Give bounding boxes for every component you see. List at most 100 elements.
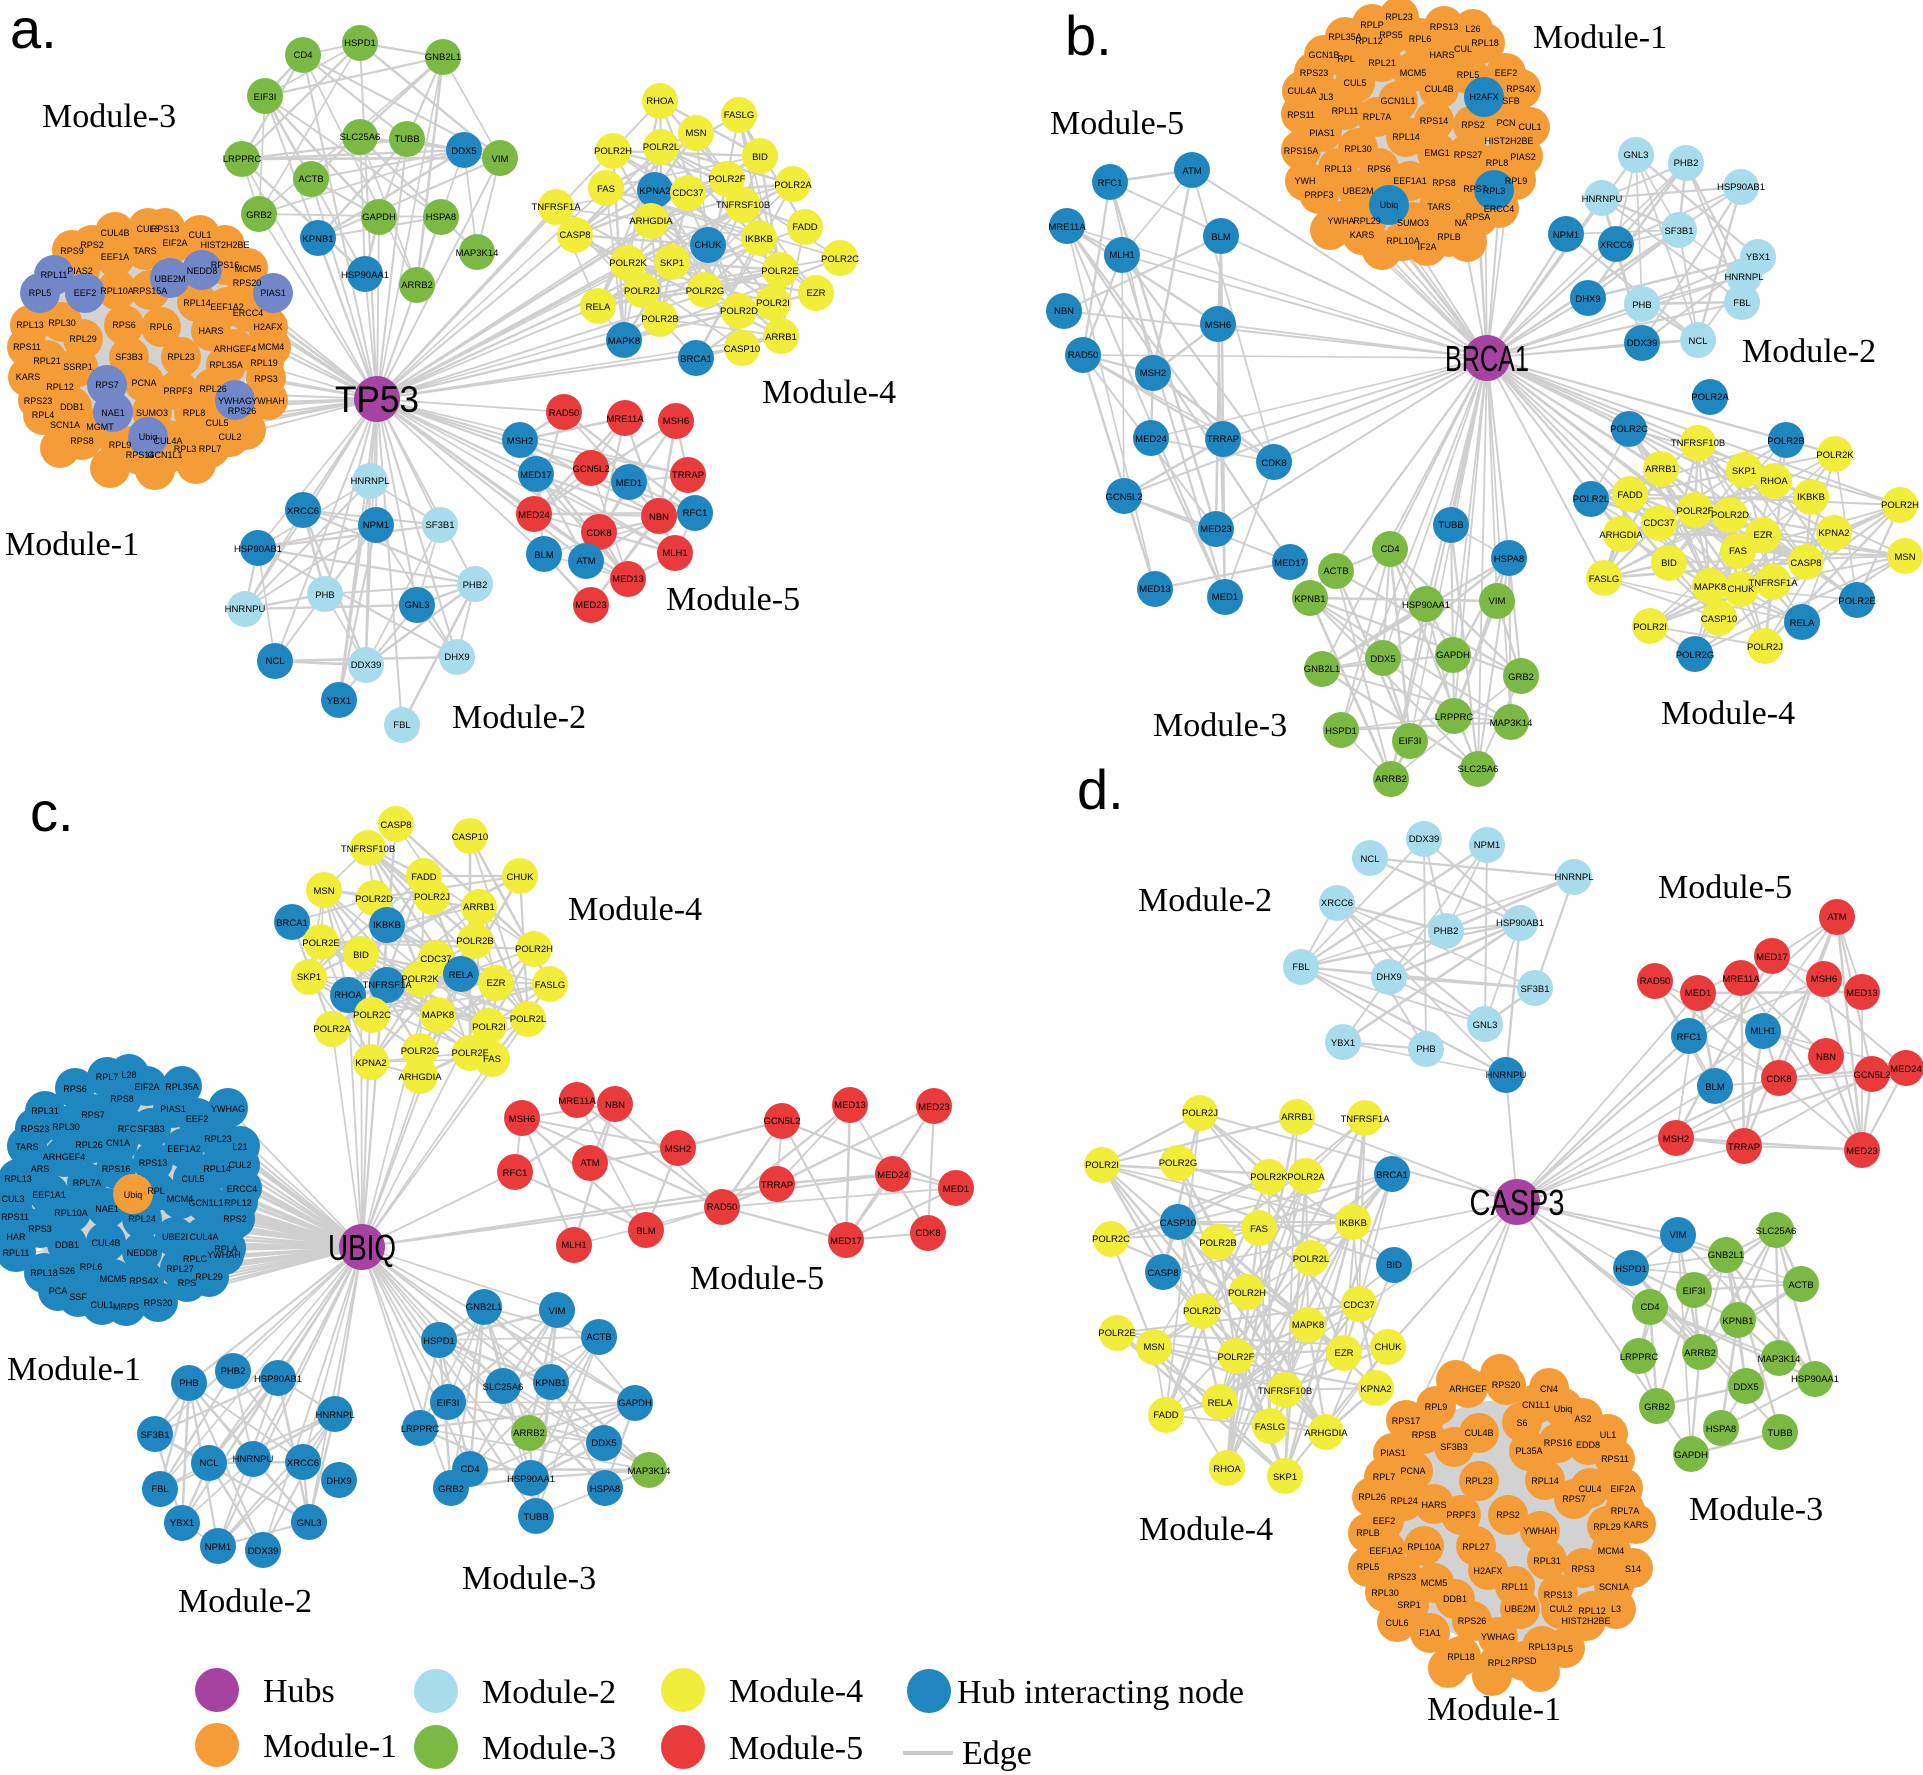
svg-text:SF3B1: SF3B1 (425, 520, 454, 531)
svg-text:RPL30: RPL30 (52, 1122, 80, 1132)
svg-text:POLR2A: POLR2A (1691, 392, 1729, 403)
svg-text:PCNA: PCNA (1400, 1466, 1425, 1476)
svg-text:HNRNPU: HNRNPU (225, 604, 266, 615)
svg-text:Module-2: Module-2 (178, 1583, 312, 1620)
svg-text:RPS16: RPS16 (1544, 1438, 1573, 1448)
svg-text:NPM1: NPM1 (205, 1542, 231, 1553)
svg-text:TNFRSF1A: TNFRSF1A (1340, 1114, 1390, 1125)
svg-text:CD4: CD4 (1640, 1302, 1659, 1313)
svg-text:CUL2: CUL2 (218, 432, 241, 442)
svg-text:RPL7A: RPL7A (1363, 112, 1392, 122)
svg-text:FASLG: FASLG (724, 110, 755, 121)
svg-text:FADD: FADD (411, 872, 436, 883)
svg-text:TARS: TARS (133, 246, 156, 256)
svg-text:DDB1: DDB1 (60, 402, 84, 412)
svg-text:Module-3: Module-3 (1153, 707, 1287, 744)
svg-text:EDD8: EDD8 (1576, 1440, 1600, 1450)
svg-text:CUL1: CUL1 (188, 230, 211, 240)
svg-text:CUL4B: CUL4B (100, 228, 129, 238)
svg-text:YBX1: YBX1 (1331, 1038, 1355, 1049)
svg-text:RPL30: RPL30 (1344, 144, 1372, 154)
svg-text:RPL4: RPL4 (32, 410, 55, 420)
svg-text:MAP3K14: MAP3K14 (1490, 718, 1533, 729)
svg-text:SLC25A6: SLC25A6 (340, 132, 381, 143)
svg-text:RPLA: RPLA (214, 1244, 238, 1254)
svg-text:CDC37: CDC37 (672, 188, 703, 199)
svg-text:RPS16: RPS16 (211, 260, 240, 270)
svg-text:ATM: ATM (576, 556, 595, 567)
svg-text:BLM: BLM (534, 550, 554, 561)
svg-text:GNL3: GNL3 (405, 600, 430, 611)
svg-text:IF2A: IF2A (1417, 242, 1436, 252)
svg-text:HSP90AB1: HSP90AB1 (254, 1374, 302, 1385)
svg-text:NAE1: NAE1 (101, 408, 125, 418)
svg-text:RPL7: RPL7 (96, 1072, 119, 1082)
svg-text:POLR2B: POLR2B (1199, 1238, 1237, 1249)
svg-text:Module-4: Module-4 (1661, 695, 1795, 732)
svg-text:MCM5: MCM5 (1421, 1578, 1448, 1588)
svg-text:RPS6: RPS6 (1367, 164, 1391, 174)
svg-text:RPL35A: RPL35A (165, 1082, 199, 1092)
svg-text:VIM: VIM (1670, 1230, 1687, 1241)
svg-text:NPM1: NPM1 (1474, 840, 1500, 851)
svg-text:NBN: NBN (1816, 1052, 1836, 1063)
svg-text:FAS: FAS (1250, 1224, 1268, 1235)
svg-text:GAPDH: GAPDH (1674, 1450, 1708, 1461)
svg-text:UBE2M: UBE2M (154, 274, 185, 284)
svg-text:EIF3I: EIF3I (254, 92, 277, 103)
svg-text:BID: BID (752, 152, 768, 163)
svg-text:MED23: MED23 (918, 1102, 950, 1113)
svg-text:YWHAH: YWHAH (251, 396, 285, 406)
svg-text:CUL1: CUL1 (90, 1300, 113, 1310)
svg-text:RPS6: RPS6 (112, 320, 136, 330)
svg-text:SF3B3: SF3B3 (115, 352, 143, 362)
svg-text:RPSB: RPSB (1412, 1430, 1437, 1440)
svg-text:MED23: MED23 (1846, 1146, 1878, 1157)
svg-text:RAD50: RAD50 (1640, 976, 1671, 987)
svg-text:RPL7A: RPL7A (1611, 1506, 1640, 1516)
svg-text:MSN: MSN (1894, 552, 1915, 563)
svg-text:RHOA: RHOA (334, 990, 362, 1001)
svg-text:RELA: RELA (1208, 1398, 1233, 1409)
svg-text:XRCC6: XRCC6 (287, 506, 319, 517)
svg-text:IKBKB: IKBKB (373, 920, 401, 931)
svg-text:HIST2H2BE: HIST2H2BE (200, 240, 249, 250)
svg-text:MAPK8: MAPK8 (1292, 1320, 1324, 1331)
svg-text:KPNA2: KPNA2 (639, 186, 670, 197)
svg-text:MED24: MED24 (877, 1170, 909, 1181)
svg-text:NA: NA (1455, 218, 1468, 228)
svg-text:MAPK8: MAPK8 (608, 336, 640, 347)
svg-text:FAS: FAS (483, 1054, 501, 1065)
svg-text:KARS: KARS (16, 372, 41, 382)
svg-text:RPL18: RPL18 (1447, 1652, 1475, 1662)
svg-text:MAP3K14: MAP3K14 (456, 248, 499, 259)
svg-text:RPL13: RPL13 (4, 1174, 32, 1184)
svg-text:IKBKB: IKBKB (1339, 1218, 1367, 1229)
svg-text:NCL: NCL (1360, 854, 1379, 865)
svg-text:PCN: PCN (1496, 118, 1515, 128)
svg-text:RPS15A: RPS15A (1284, 146, 1319, 156)
svg-text:CUL4B: CUL4B (1464, 1428, 1493, 1438)
svg-text:MED13: MED13 (612, 574, 644, 585)
svg-text:POLR2G: POLR2G (401, 1046, 440, 1057)
svg-text:Module-5: Module-5 (666, 581, 800, 618)
svg-text:GRB2: GRB2 (246, 210, 272, 221)
svg-text:HNRNPU: HNRNPU (233, 1454, 274, 1465)
svg-text:Module-4: Module-4 (1139, 1511, 1273, 1548)
svg-text:POLR2H: POLR2H (594, 146, 632, 157)
svg-text:Module-2: Module-2 (1138, 882, 1272, 919)
svg-text:ATM: ATM (580, 1158, 599, 1169)
svg-text:HNRNPL: HNRNPL (1724, 272, 1763, 283)
svg-text:UBE2M: UBE2M (1342, 186, 1373, 196)
svg-text:RPS2: RPS2 (1496, 1510, 1520, 1520)
svg-text:YWHAG: YWHAG (218, 396, 252, 406)
svg-text:TNFRSF10B: TNFRSF10B (1258, 1386, 1312, 1397)
svg-text:CUL6: CUL6 (1385, 1618, 1408, 1628)
svg-text:KPNA2: KPNA2 (1360, 1384, 1391, 1395)
svg-text:RPS11: RPS11 (1, 1212, 29, 1222)
svg-text:ARHGDIA: ARHGDIA (1304, 1428, 1348, 1439)
svg-text:RPS15A: RPS15A (133, 286, 168, 296)
svg-text:TRRAP: TRRAP (672, 470, 704, 481)
svg-text:RPS13: RPS13 (1430, 22, 1459, 32)
svg-text:GRB2: GRB2 (1644, 1402, 1670, 1413)
